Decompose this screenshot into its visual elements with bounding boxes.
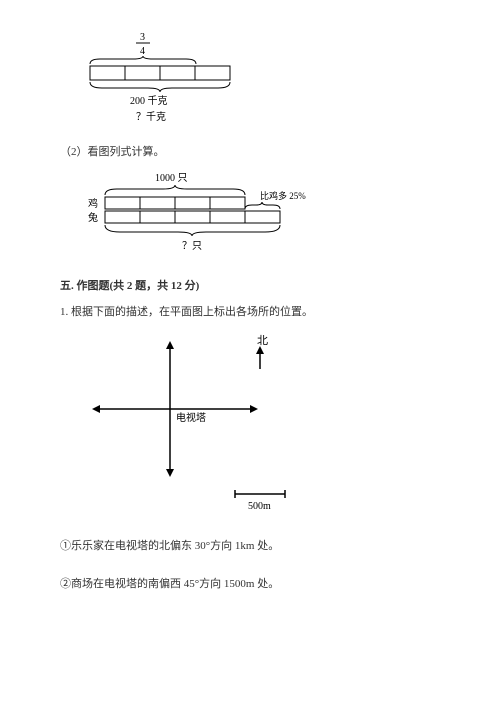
north-label: 北 bbox=[257, 334, 268, 347]
fig2-question-label: ？只 bbox=[182, 241, 202, 252]
bullet-2: ②商场在电视塔的南偏西 45°方向 1500m 处。 bbox=[60, 575, 440, 591]
fig2-svg: 1000 只 鸡 兔 比鸡多 25% ？只 bbox=[60, 169, 320, 259]
fraction-denominator: 4 bbox=[140, 46, 145, 57]
section-5-q1: 1. 根据下面的描述，在平面图上标出各场所的位置。 bbox=[60, 303, 440, 319]
fig1-question-label: ？千克 bbox=[136, 111, 166, 123]
fig2-more-label: 比鸡多 25% bbox=[260, 190, 306, 201]
figure-2: 1000 只 鸡 兔 比鸡多 25% ？只 bbox=[60, 169, 440, 259]
fig1-svg: 3 4 200 千克 ？千克 bbox=[60, 30, 260, 125]
tower-label: 电视塔 bbox=[176, 411, 206, 424]
fig2-chicken-label: 鸡 bbox=[88, 197, 98, 210]
fig3-svg: 北 电视塔 500m bbox=[60, 329, 320, 519]
figure-1: 3 4 200 千克 ？千克 bbox=[60, 30, 440, 125]
bullet-1: ①乐乐家在电视塔的北偏东 30°方向 1km 处。 bbox=[60, 537, 440, 553]
question-2-text: （2）看图列式计算。 bbox=[60, 143, 440, 159]
fig2-rabbit-label: 兔 bbox=[88, 211, 98, 224]
fraction-numerator: 3 bbox=[140, 32, 145, 43]
fig2-1000-label: 1000 只 bbox=[155, 173, 188, 184]
scale-label: 500m bbox=[248, 501, 271, 512]
section-5-heading: 五. 作图题(共 2 题，共 12 分) bbox=[60, 277, 440, 293]
figure-3: 北 电视塔 500m bbox=[60, 329, 440, 519]
fig1-200kg-label: 200 千克 bbox=[130, 95, 168, 107]
